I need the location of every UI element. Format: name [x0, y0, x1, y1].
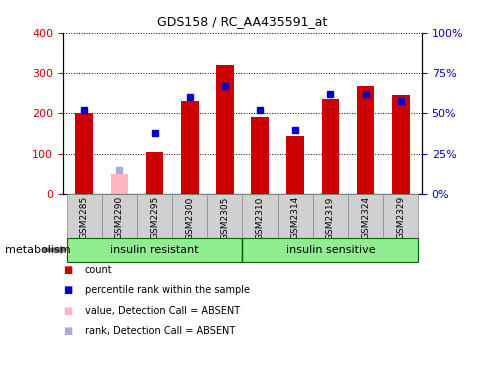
Text: insulin sensitive: insulin sensitive — [285, 245, 375, 255]
Text: GSM2285: GSM2285 — [79, 196, 89, 239]
Bar — [207, 194, 242, 238]
Bar — [251, 117, 268, 194]
Bar — [66, 194, 102, 238]
Text: GDS158 / RC_AA435591_at: GDS158 / RC_AA435591_at — [157, 15, 327, 28]
Bar — [356, 86, 374, 194]
Bar — [172, 194, 207, 238]
Text: percentile rank within the sample: percentile rank within the sample — [85, 285, 249, 295]
Text: ■: ■ — [63, 326, 72, 336]
Text: value, Detection Call = ABSENT: value, Detection Call = ABSENT — [85, 306, 240, 315]
Text: ■: ■ — [63, 285, 72, 295]
Text: GSM2295: GSM2295 — [150, 196, 159, 239]
Bar — [216, 65, 233, 194]
Text: GSM2319: GSM2319 — [325, 196, 334, 240]
Bar — [312, 194, 348, 238]
Bar — [102, 194, 136, 238]
Bar — [242, 194, 277, 238]
Text: metabolism: metabolism — [5, 245, 70, 255]
Text: rank, Detection Call = ABSENT: rank, Detection Call = ABSENT — [85, 326, 235, 336]
Text: GSM2310: GSM2310 — [255, 196, 264, 240]
Bar — [382, 194, 418, 238]
Bar — [321, 100, 339, 194]
Bar — [277, 194, 312, 238]
Bar — [75, 113, 93, 194]
Bar — [136, 194, 172, 238]
Bar — [286, 136, 303, 194]
Text: count: count — [85, 265, 112, 275]
Text: GSM2329: GSM2329 — [395, 196, 405, 239]
Text: ■: ■ — [63, 265, 72, 275]
Text: GSM2314: GSM2314 — [290, 196, 299, 239]
Text: GSM2300: GSM2300 — [185, 196, 194, 240]
Bar — [66, 238, 242, 262]
Bar — [391, 95, 409, 194]
Bar — [145, 152, 163, 194]
Text: insulin resistant: insulin resistant — [110, 245, 198, 255]
Bar — [181, 101, 198, 194]
Text: GSM2305: GSM2305 — [220, 196, 229, 240]
Text: ■: ■ — [63, 306, 72, 315]
Text: GSM2324: GSM2324 — [361, 196, 369, 239]
Bar — [110, 174, 128, 194]
Text: GSM2290: GSM2290 — [115, 196, 123, 239]
Bar — [348, 194, 382, 238]
Bar — [242, 238, 418, 262]
